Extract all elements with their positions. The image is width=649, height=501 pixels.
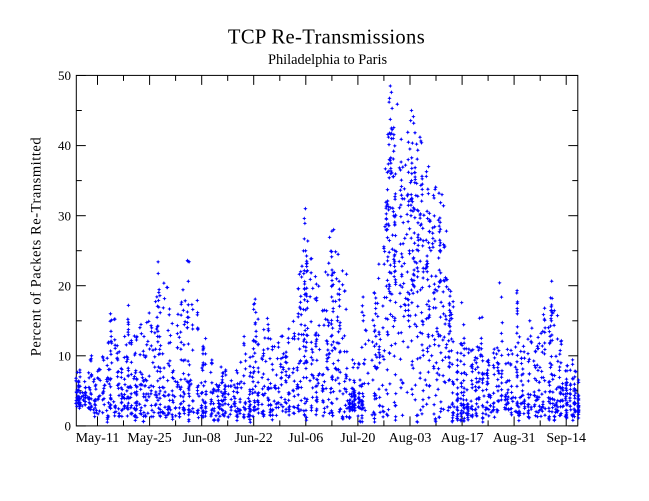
svg-text:Philadelphia to Paris: Philadelphia to Paris [268,52,388,68]
svg-text:Sep-14: Sep-14 [546,431,586,446]
svg-text:Aug-03: Aug-03 [389,431,432,446]
svg-text:May-25: May-25 [127,431,171,446]
svg-text:May-11: May-11 [76,431,120,446]
svg-text:0: 0 [65,419,72,434]
svg-text:Jun-22: Jun-22 [235,431,273,446]
svg-text:10: 10 [58,348,71,363]
svg-text:50: 50 [58,68,71,83]
svg-text:40: 40 [58,138,71,153]
svg-text:Jul-06: Jul-06 [288,431,323,446]
svg-text:Percent of Packets Re-Transmit: Percent of Packets Re-Transmitted [29,137,45,357]
svg-text:TCP Re-Transmissions: TCP Re-Transmissions [228,27,425,49]
svg-text:Jul-20: Jul-20 [340,431,375,446]
svg-text:Aug-17: Aug-17 [441,431,484,446]
svg-text:20: 20 [58,278,71,293]
svg-text:Jun-08: Jun-08 [183,431,221,446]
svg-text:30: 30 [58,208,71,223]
svg-text:Aug-31: Aug-31 [493,431,536,446]
